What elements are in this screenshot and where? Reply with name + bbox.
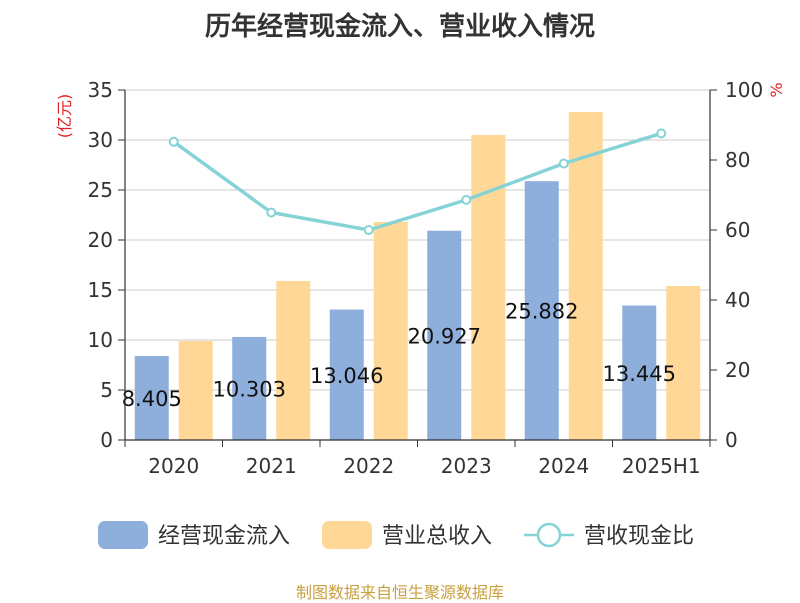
axes: 0 5 10 15 20 25 30 35 0 20 40 60 80 100 (亿元)% 2020 2021 2… xyxy=(55,78,786,478)
x-tick-label: 2024 xyxy=(538,454,589,478)
y-right-tick-label: 60 xyxy=(725,218,750,242)
line-point xyxy=(363,225,374,235)
bar-0 xyxy=(329,309,364,440)
bars xyxy=(134,112,701,440)
y-right-tick-label: 0 xyxy=(725,428,738,452)
y-left-tick-label: 30 xyxy=(88,128,113,152)
y-left-tick-label: 5 xyxy=(100,378,113,402)
line-series xyxy=(172,131,662,232)
y-left-tick-label: 25 xyxy=(88,178,113,202)
data-label: 25.882 xyxy=(505,300,578,324)
y-left-tick-label: 15 xyxy=(88,278,113,302)
legend-swatch-marker xyxy=(536,522,562,548)
bar-0 xyxy=(232,336,267,440)
bar-1 xyxy=(568,112,603,440)
y-left-tick-label: 20 xyxy=(88,228,113,252)
y-left-unit: (亿元) xyxy=(55,94,74,139)
bar-0 xyxy=(524,181,559,440)
x-tick-label: 2022 xyxy=(343,454,394,478)
y-left-tick-label: 10 xyxy=(88,328,113,352)
bar-1 xyxy=(373,222,408,440)
source-note: 制图数据来自恒生聚源数据库 xyxy=(295,583,504,602)
legend: 经营现金流入 营业总收入 营收现金比 xyxy=(98,521,694,549)
y-right-tick-label: 20 xyxy=(725,358,750,382)
data-label: 13.445 xyxy=(603,362,676,386)
line-point xyxy=(461,194,472,205)
bar-1 xyxy=(178,341,213,440)
line-point xyxy=(656,128,667,139)
chart-title: 历年经营现金流入、营业收入情况 xyxy=(204,12,595,42)
grid xyxy=(125,89,710,391)
y-left-tick-label: 35 xyxy=(88,78,113,102)
y-right-tick-label: 40 xyxy=(725,288,750,312)
data-label: 8.405 xyxy=(122,387,182,411)
x-tick-label: 2025H1 xyxy=(622,454,701,478)
y-right-tick-label: 100 xyxy=(725,78,763,102)
legend-swatch xyxy=(98,521,148,549)
x-tick-label: 2021 xyxy=(246,454,297,478)
bar-1 xyxy=(471,135,506,440)
bar-0 xyxy=(427,230,462,440)
data-labels: 8.405 10.303 13.046 20.927 25.882 13.445 xyxy=(122,300,676,411)
line-point xyxy=(558,158,569,169)
bar-0 xyxy=(134,355,169,440)
y-left-tick-label: 0 xyxy=(100,428,113,452)
data-label: 20.927 xyxy=(408,324,481,348)
line-point xyxy=(266,207,277,218)
x-tick-label: 2023 xyxy=(441,454,492,478)
line-point xyxy=(168,136,179,147)
legend-label: 营业总收入 xyxy=(382,524,492,549)
bar-0 xyxy=(622,305,657,440)
legend-label: 营收现金比 xyxy=(584,524,694,549)
data-label: 13.046 xyxy=(310,364,383,388)
y-right-unit: % xyxy=(767,82,786,97)
bar-1 xyxy=(276,281,311,440)
ratio-line xyxy=(168,128,667,235)
x-tick-label: 2020 xyxy=(148,454,199,478)
legend-swatch xyxy=(322,521,372,549)
bar-1 xyxy=(666,286,701,440)
y-right-tick-label: 80 xyxy=(725,148,750,172)
legend-label: 经营现金流入 xyxy=(158,524,290,549)
data-label: 10.303 xyxy=(213,377,286,401)
